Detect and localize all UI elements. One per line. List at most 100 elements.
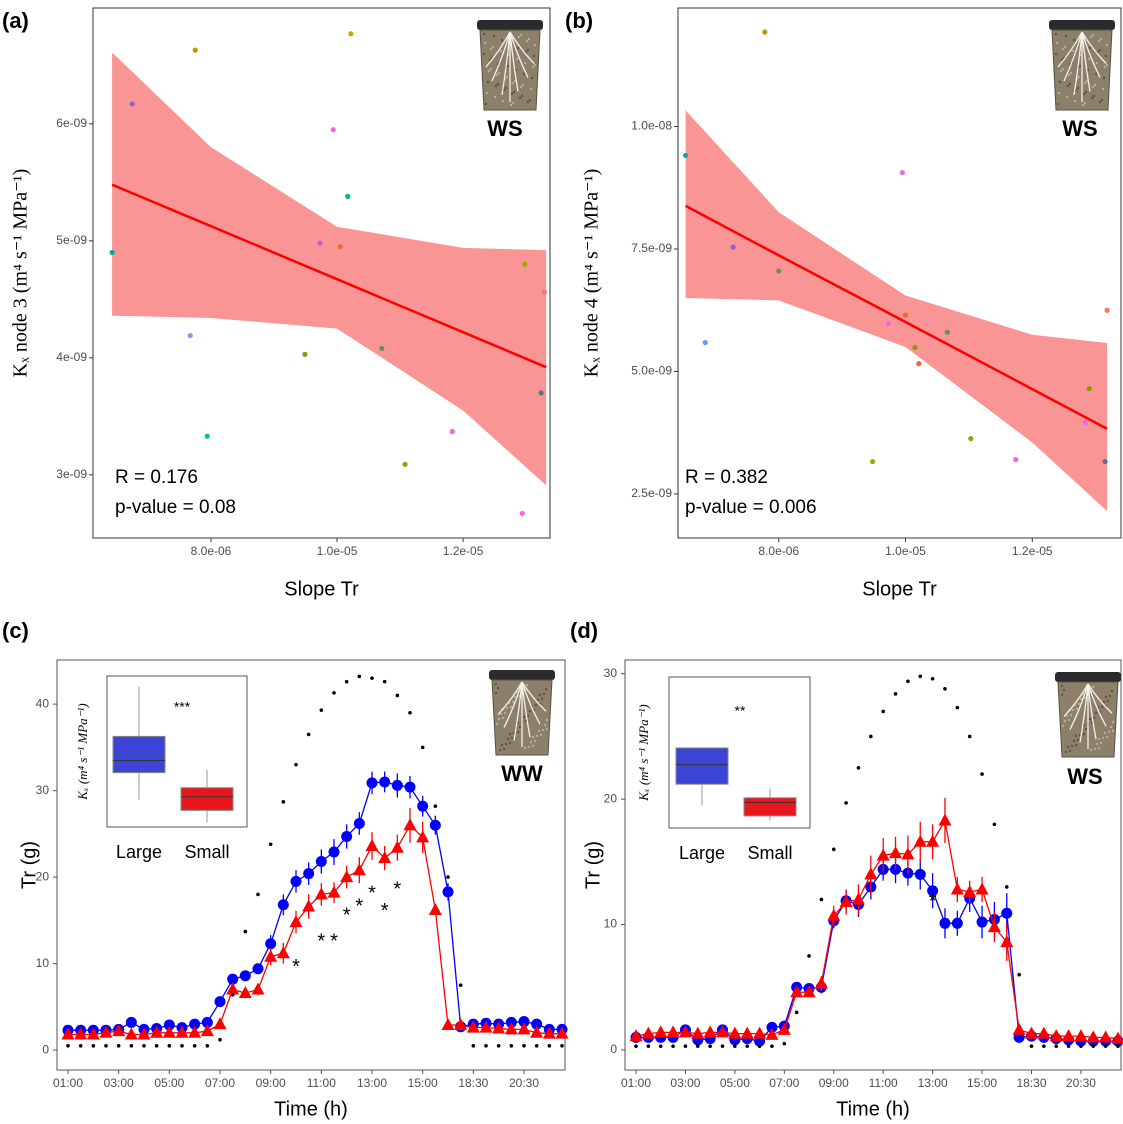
soil-grain [519,33,523,37]
soil-grain [1111,720,1115,724]
soil-grain [499,712,503,716]
marker [1111,1031,1123,1044]
soil-grain [1089,748,1093,752]
marker [289,915,303,928]
root [509,31,519,92]
pot-icon [1049,20,1115,111]
marker [770,1044,774,1048]
plot-frame [56,659,566,1071]
x-tick-label: 1.2e-05 [443,544,484,558]
marker [992,822,997,827]
soil-grain [1090,96,1094,100]
marker [819,897,824,902]
root [1087,683,1097,740]
root [497,681,523,715]
marker [218,1037,222,1042]
y-tick-label: 40 [36,696,50,710]
y-tick-label: 0 [610,1042,617,1056]
soil-grain [1091,685,1095,689]
soil-grain [511,700,515,704]
soil-grain [523,61,527,65]
point [302,351,308,357]
pot-rim [489,670,555,680]
soil-grain [1103,65,1107,69]
marker [691,1026,705,1039]
x-tick-label: 18:30 [1016,1076,1046,1090]
inset-significance: ** [735,703,746,719]
y-tick-label: 5e-09 [56,233,87,247]
soil-grain [1104,54,1108,58]
marker [1001,907,1013,919]
root [521,681,531,738]
marker [728,1026,742,1039]
marker [163,1019,175,1031]
soil-grain [1098,100,1102,104]
point [192,47,198,53]
inset-y-label: Kₓ (m⁴ s⁻¹ MPa⁻¹) [75,703,90,801]
soil-grain [1067,718,1071,722]
soil-grain [544,687,548,691]
y-tick-label: 10 [604,917,618,931]
soil-grain [1063,45,1067,49]
marker [646,1044,651,1048]
soil-grain [512,90,516,94]
soil-grain [1082,732,1086,736]
marker [893,692,898,696]
soil-grain [531,735,535,739]
marker [1079,1044,1083,1048]
marker [61,1027,75,1040]
soil-grain [1072,739,1076,743]
soil-grain [495,722,499,726]
marker [290,875,302,887]
inset-category: Large [116,842,162,862]
soil-grain [537,729,541,733]
soil-grain [497,71,501,75]
soil-grain [1059,69,1063,73]
soil-grain [526,48,530,52]
soil-grain [531,744,535,748]
soil-grain [1084,90,1088,94]
soil-grain [505,706,509,710]
soil-grain [515,57,519,61]
root [1063,683,1089,717]
soil-grain [1055,41,1059,45]
point [330,127,336,133]
significance-star: * [393,878,401,900]
marker [1103,1044,1108,1048]
point [348,31,354,37]
soil-grain [500,38,504,42]
soil-grain [496,686,500,690]
soil-grain [1071,49,1075,53]
condition-label: WS [1062,116,1097,141]
significance-star: * [292,956,300,978]
marker [927,885,939,897]
marker [522,1043,526,1048]
marker [142,1043,146,1048]
soil-grain [525,683,529,687]
point [522,261,528,267]
significance-star: * [317,930,325,952]
soil-grain [501,716,505,720]
soil-grain [542,692,546,696]
confidence-band [685,110,1108,512]
marker [370,676,374,680]
x-tick-label: 05:00 [154,1076,184,1090]
soil-grain [535,734,539,738]
root [521,681,541,725]
marker [239,970,251,982]
marker [509,1043,514,1048]
marker [695,1044,700,1048]
point [129,101,135,107]
marker [1029,1044,1034,1048]
soil-grain [518,725,522,729]
root [1081,31,1107,64]
point [1086,386,1092,392]
marker [1091,1044,1096,1048]
marker [344,679,349,684]
soil-grain [1083,101,1087,105]
y-tick-label: 5.0e-09 [631,364,672,378]
marker [314,887,328,900]
soil-grain [487,69,491,73]
marker [332,691,336,695]
marker [319,708,324,712]
